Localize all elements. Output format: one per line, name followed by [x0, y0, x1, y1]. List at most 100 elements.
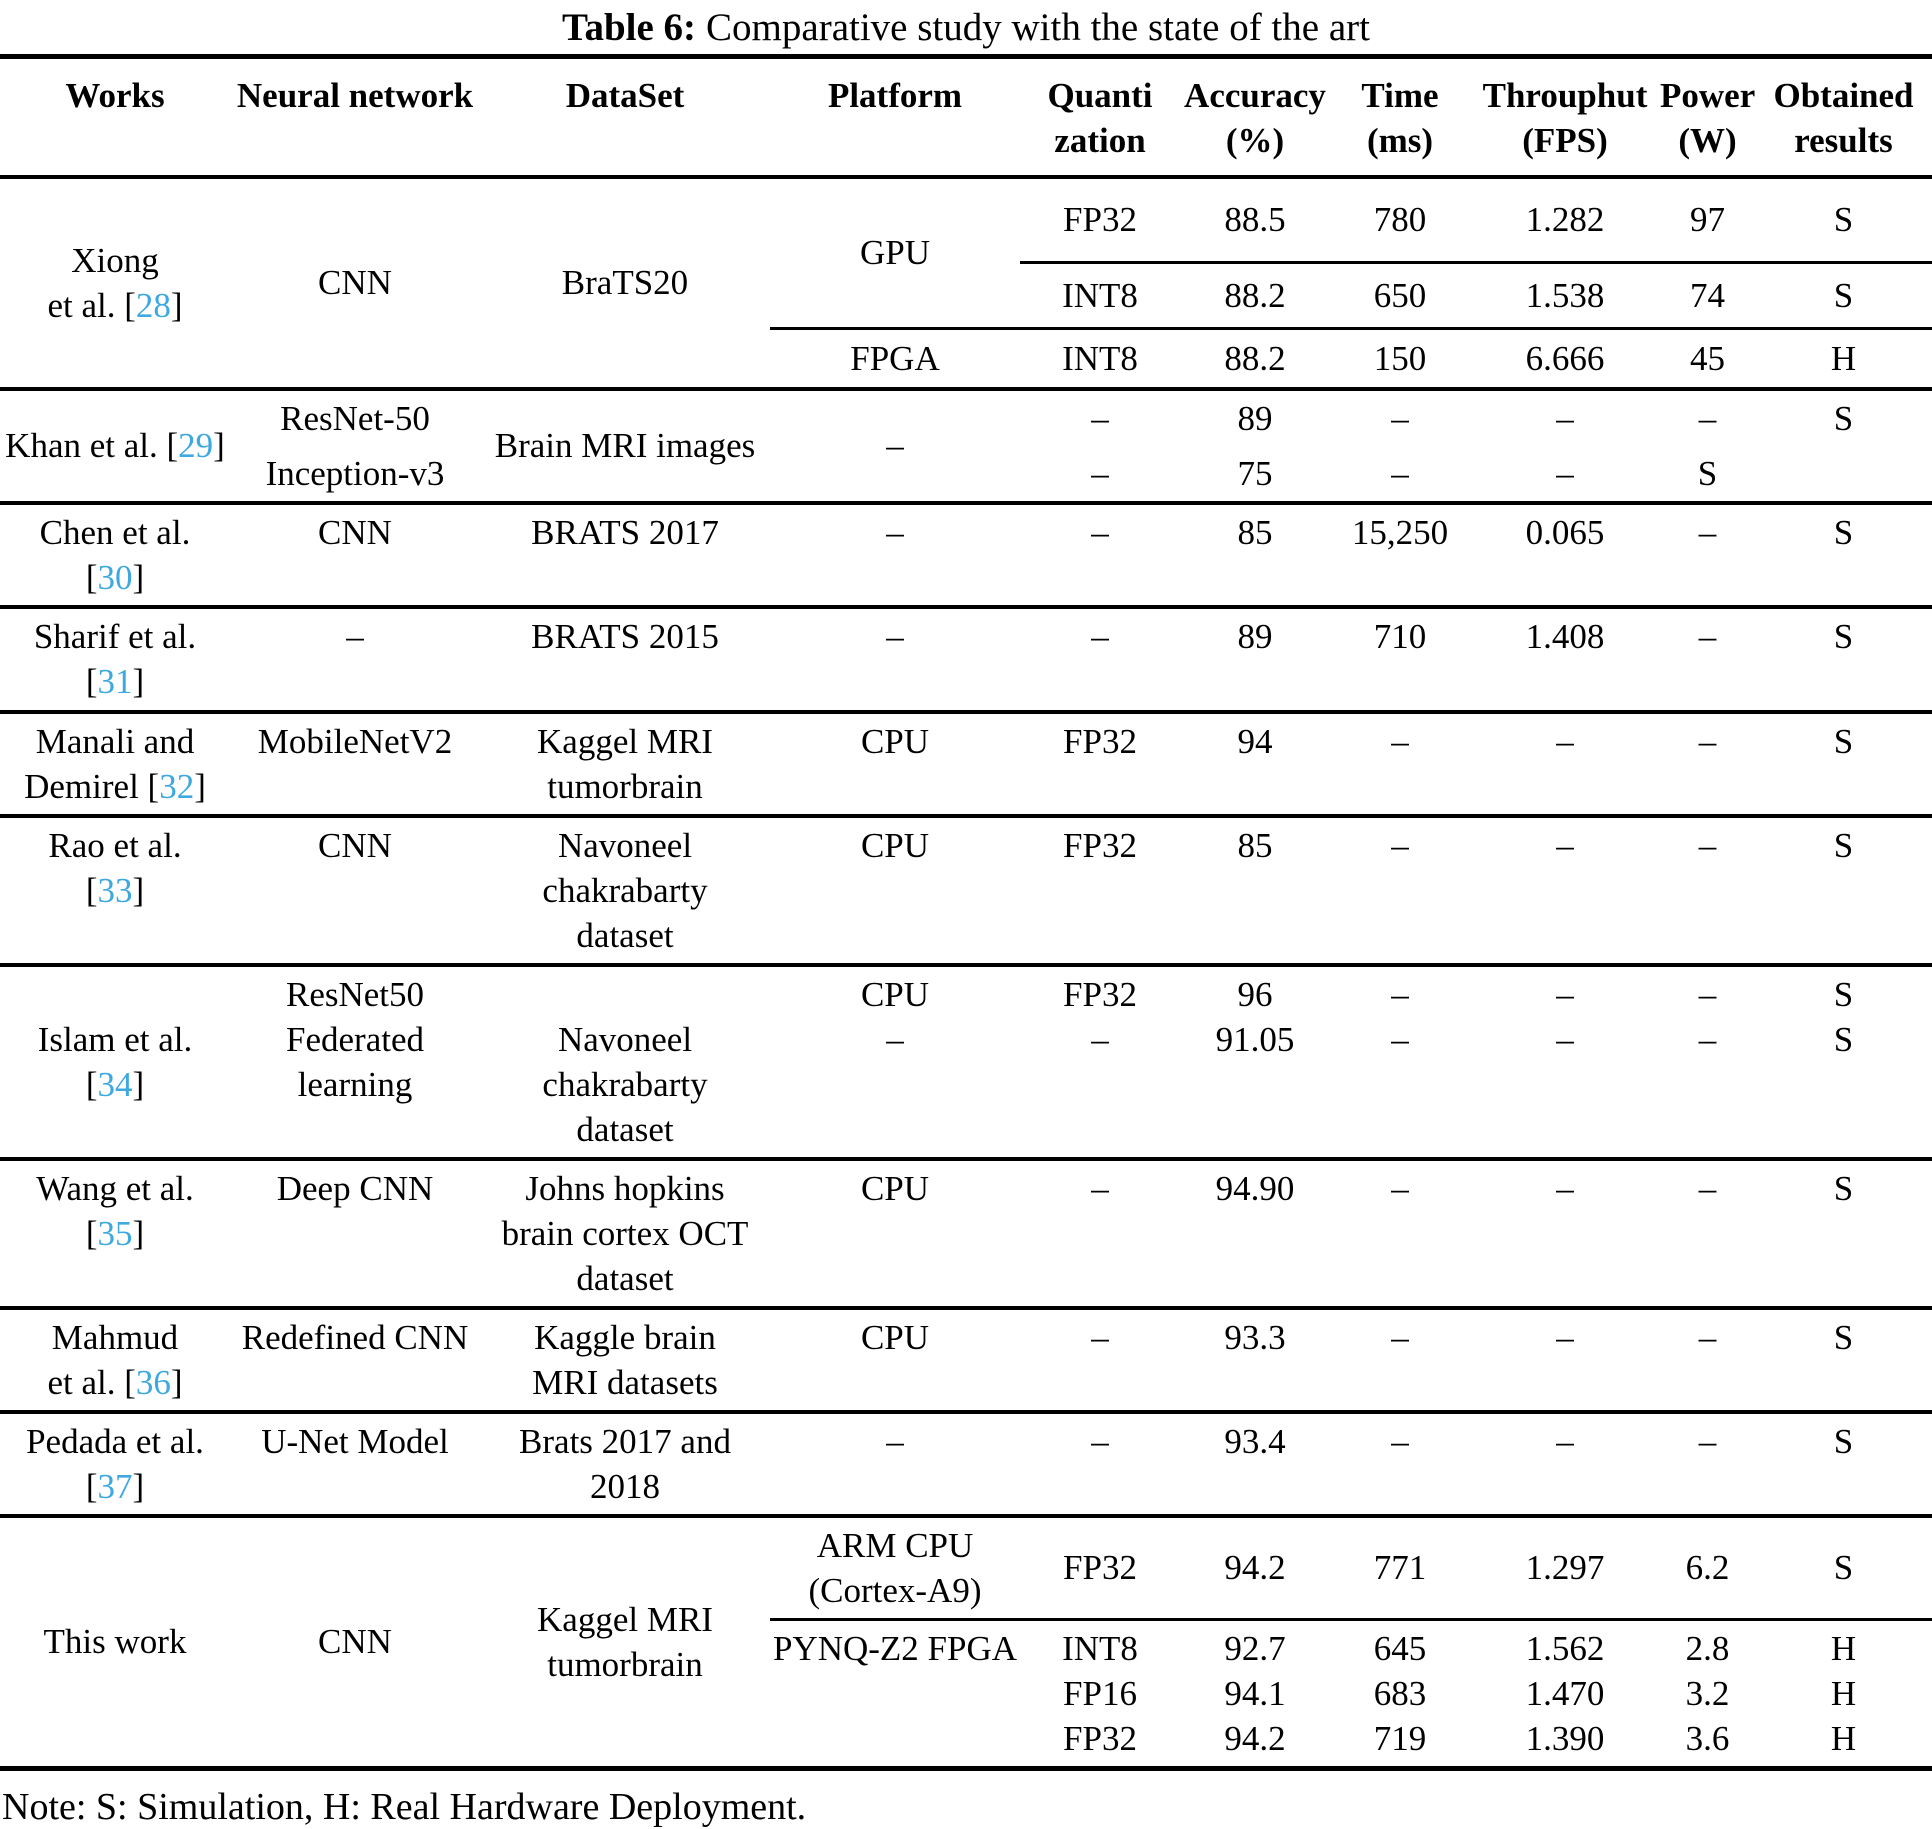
- cell-power: 6.2: [1660, 1515, 1755, 1621]
- col-header-throughput: Throuphut (FPS): [1482, 76, 1648, 160]
- citation-link[interactable]: 35: [97, 1213, 133, 1253]
- cell-accuracy: 96 91.05: [1215, 974, 1295, 1059]
- cell-power: 97: [1660, 176, 1755, 264]
- cell-works: Sharif et al. [31]: [33, 616, 197, 701]
- cell-quantization: FP32: [1020, 1515, 1180, 1621]
- cell-power: S: [1697, 453, 1718, 493]
- cell-obtained: S: [1833, 825, 1854, 865]
- cell-platform: –: [886, 1421, 904, 1461]
- cell-neural-network: ResNet-50: [280, 398, 430, 438]
- cell-works: Rao et al. [33]: [48, 825, 182, 910]
- col-header-neural-network: Neural network: [236, 76, 474, 115]
- cell-platform: –: [886, 512, 904, 552]
- cell-throughput: 1.408: [1525, 616, 1605, 656]
- cell-throughput: 1.282: [1470, 176, 1660, 264]
- cell-accuracy: 89: [1237, 398, 1273, 438]
- cell-dataset: Brain MRI images: [494, 426, 756, 465]
- cell-neural-network: –: [346, 616, 364, 656]
- col-header-accuracy: Accuracy (%): [1184, 76, 1326, 160]
- cell-time: 15,250: [1351, 512, 1449, 552]
- cell-dataset: Kaggel MRI tumorbrain: [537, 1599, 713, 1684]
- cell-power: –: [1698, 1317, 1717, 1357]
- section-khan: Khan et al. [29] ResNet-50 Brain MRI ima…: [0, 388, 1932, 503]
- cell-power: 45: [1690, 338, 1725, 378]
- col-header-time: Time (ms): [1361, 76, 1439, 160]
- cell-works: Mahmud et al. [36]: [47, 1317, 183, 1402]
- cell-quantization: INT8 FP16 FP32: [1062, 1629, 1138, 1758]
- cell-obtained: [1755, 446, 1932, 503]
- cell-neural-network: MobileNetV2: [257, 721, 453, 761]
- cell-dataset: BRATS 2015: [531, 616, 719, 656]
- cell-dataset: BraTS20: [561, 263, 689, 302]
- cell-accuracy: 88.5: [1180, 176, 1330, 264]
- cell-power: –: [1698, 512, 1717, 552]
- cell-obtained: S: [1833, 721, 1854, 761]
- cell-accuracy: 85: [1237, 512, 1273, 552]
- cell-time: –: [1391, 1317, 1409, 1357]
- table-row: Inception-v3 – 75 – – S: [0, 446, 1932, 503]
- citation-link[interactable]: 36: [135, 1362, 171, 1402]
- table-caption-text: Comparative study with the state of the …: [706, 5, 1370, 49]
- section-chen: Chen et al. [30] CNN BRATS 2017 – – 85 1…: [0, 502, 1932, 607]
- cell-accuracy: 89: [1237, 616, 1273, 656]
- cell-time: –: [1391, 721, 1409, 761]
- cell-neural-network: Deep CNN: [276, 1168, 434, 1208]
- cell-obtained: S: [1755, 262, 1932, 330]
- cell-platform: PYNQ-Z2 FPGA: [772, 1629, 1018, 1668]
- citation-link[interactable]: 30: [97, 557, 133, 597]
- cell-accuracy: 88.2: [1180, 262, 1330, 330]
- citation-link[interactable]: 32: [159, 766, 195, 806]
- cell-quantization: –: [1091, 1421, 1109, 1461]
- cell-neural-network: Redefined CNN: [241, 1317, 469, 1357]
- cell-quantization: FP32: [1063, 825, 1137, 865]
- section-rao: Rao et al. [33] CNN Navoneel chakrabarty…: [0, 815, 1932, 965]
- cell-works: Xiong et al. [28]: [47, 240, 183, 325]
- cell-time: 780: [1330, 176, 1470, 264]
- cell-platform: –: [886, 616, 904, 656]
- cell-works: Wang et al. [35]: [36, 1168, 194, 1253]
- citation-link[interactable]: 29: [178, 426, 214, 465]
- col-header-obtained: Obtained results: [1773, 76, 1914, 160]
- table-header: Works Neural network DataSet Platform Qu…: [0, 57, 1932, 177]
- table-row: Mahmud et al. [36] Redefined CNN Kaggle …: [0, 1308, 1932, 1412]
- cell-accuracy: 75: [1237, 453, 1273, 493]
- cell-throughput: 6.666: [1525, 338, 1605, 378]
- table-row: Rao et al. [33] CNN Navoneel chakrabarty…: [0, 816, 1932, 965]
- cell-accuracy: 93.3: [1224, 1317, 1286, 1357]
- section-this-work: This work CNN Kaggel MRI tumorbrain ARM …: [0, 1515, 1932, 1769]
- cell-neural-network: ResNet50 Federated learning: [285, 974, 425, 1104]
- cell-works: Chen et al. [30]: [39, 512, 191, 597]
- citation-link[interactable]: 34: [97, 1064, 133, 1104]
- table-caption-label: Table 6:: [562, 5, 697, 49]
- cell-throughput: 0.065: [1525, 512, 1605, 552]
- cell-neural-network: CNN: [318, 1622, 392, 1662]
- section-xiong: Xiong et al. [28] CNN BraTS20 GPU FP32 8…: [0, 176, 1932, 389]
- cell-platform: CPU: [860, 721, 930, 761]
- table-row: Pedada et al. [37] U-Net Model Brats 201…: [0, 1412, 1932, 1516]
- cell-platform: CPU: [860, 1168, 930, 1208]
- cell-accuracy: 93.4: [1224, 1421, 1286, 1461]
- cell-neural-network: CNN: [318, 263, 392, 302]
- cell-throughput: –: [1556, 1421, 1574, 1461]
- cell-obtained: S: [1755, 1515, 1932, 1621]
- table-note: Note: S: Simulation, H: Real Hardware De…: [2, 1786, 807, 1828]
- cell-quantization: –: [1091, 616, 1109, 656]
- cell-time: 650: [1330, 262, 1470, 330]
- citation-link[interactable]: 28: [135, 285, 171, 325]
- citation-link[interactable]: 33: [97, 870, 133, 910]
- cell-quantization: –: [1091, 453, 1109, 493]
- col-header-works: Works: [65, 76, 165, 115]
- cell-time: 150: [1373, 338, 1427, 378]
- table-caption: Table 6: Comparative study with the stat…: [0, 0, 1932, 54]
- cell-neural-network: Inception-v3: [265, 453, 445, 493]
- cell-obtained: S: [1833, 1168, 1854, 1208]
- table-row: Sharif et al. [31] – BRATS 2015 – – 89 7…: [0, 607, 1932, 712]
- cell-throughput: 1.538: [1470, 262, 1660, 330]
- citation-link[interactable]: 31: [97, 661, 133, 701]
- cell-accuracy: 94: [1237, 721, 1273, 761]
- cell-throughput: –: [1556, 1168, 1574, 1208]
- cell-time: –: [1391, 1168, 1409, 1208]
- citation-link[interactable]: 37: [97, 1466, 133, 1506]
- table-row: Islam et al. [34] ResNet50 Federated lea…: [0, 965, 1932, 1159]
